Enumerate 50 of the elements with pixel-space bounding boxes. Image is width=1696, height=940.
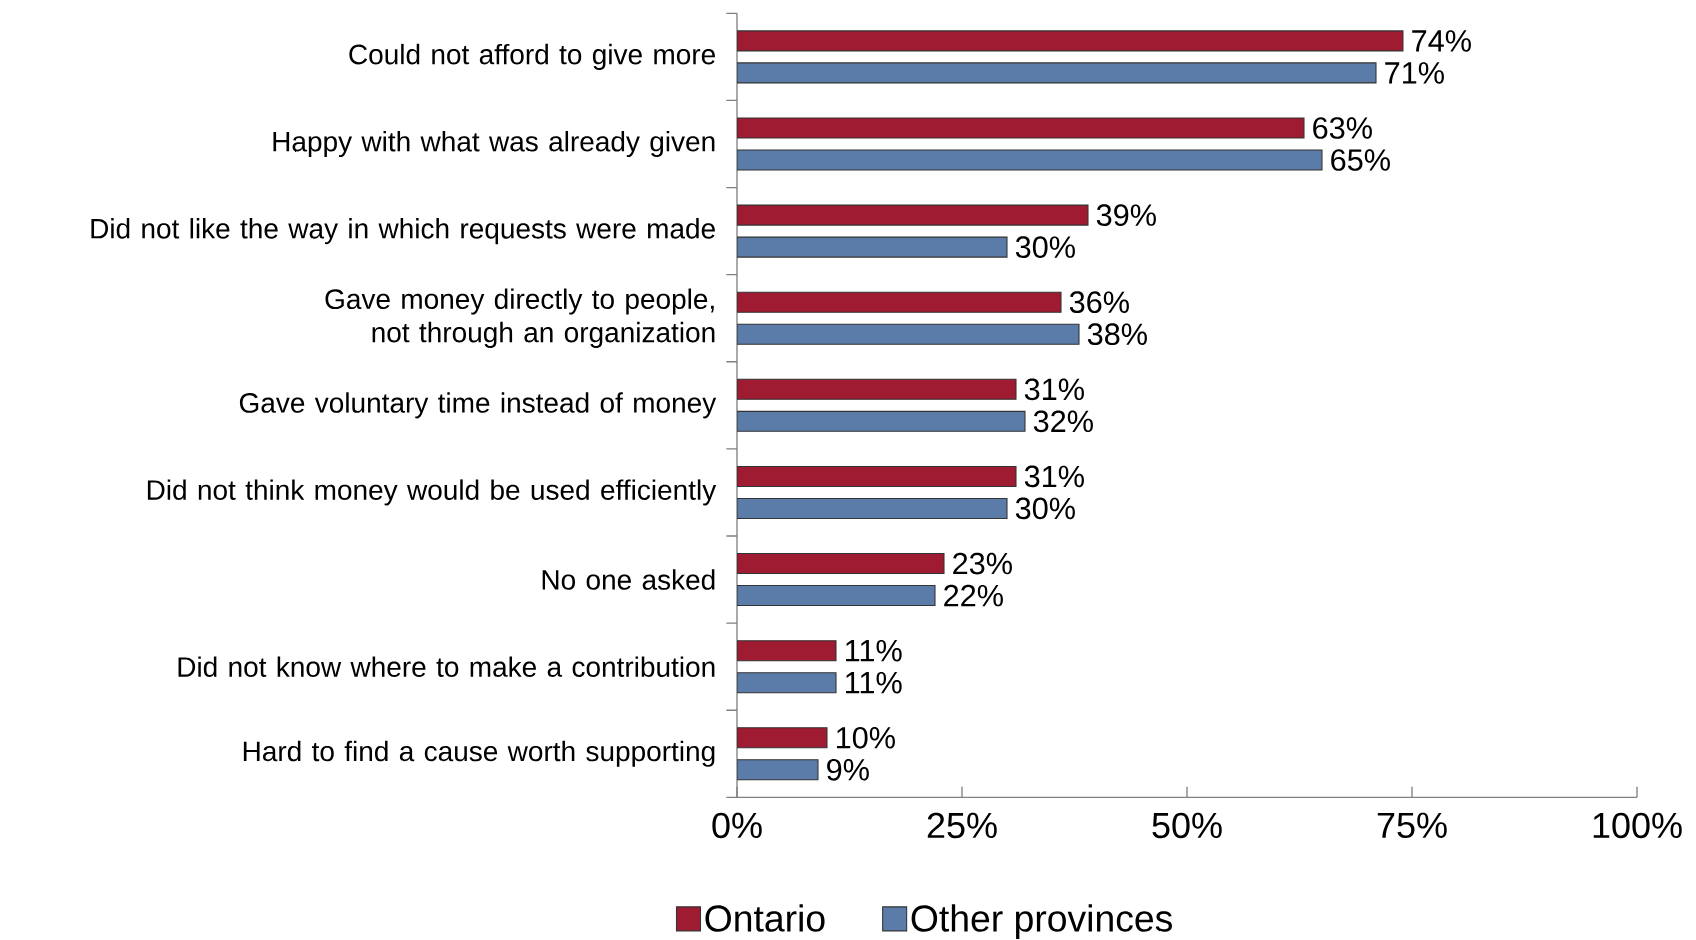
- data-label: 74%: [1412, 30, 1471, 52]
- bar: [737, 585, 936, 607]
- bar: [737, 62, 1377, 84]
- data-label: 38%: [1087, 323, 1147, 346]
- bar: [737, 291, 1062, 313]
- data-label: 9%: [827, 758, 869, 781]
- legend-label: Other provinces: [911, 904, 1172, 940]
- bar: [737, 117, 1305, 139]
- bar: [737, 672, 837, 694]
- data-label: 10%: [836, 726, 895, 749]
- data-label: 22%: [944, 584, 1003, 607]
- data-label: 31%: [1024, 378, 1084, 401]
- data-label: 31%: [1024, 465, 1084, 488]
- data-label: 65%: [1331, 149, 1390, 171]
- bar: [737, 497, 1008, 519]
- x-tick-label: 75%: [1377, 812, 1447, 839]
- y-tick-label: No one asked: [542, 569, 715, 590]
- x-tick-label: 0%: [712, 812, 762, 839]
- y-tick-label: Could not afford to give more: [349, 43, 715, 70]
- x-tick-label: 100%: [1593, 812, 1682, 839]
- bar: [737, 465, 1017, 487]
- bar: [737, 378, 1017, 400]
- x-tick-label: 50%: [1152, 812, 1222, 839]
- bar: [737, 553, 945, 575]
- y-tick-label: Happy with what was already given: [273, 130, 715, 158]
- data-label: 71%: [1385, 62, 1444, 84]
- y-tick-label: Hard to find a cause worth supporting: [243, 740, 715, 767]
- data-label: 11%: [845, 639, 902, 662]
- y-tick-label: Did not think money would be used efficiently: [147, 479, 717, 506]
- data-label: 23%: [953, 552, 1012, 575]
- data-label: 39%: [1096, 204, 1156, 226]
- data-label: 30%: [1015, 236, 1075, 258]
- bar: [737, 759, 819, 781]
- data-label: 63%: [1313, 117, 1372, 139]
- y-tick-label: Did not like the way in which requests were made: [91, 218, 715, 245]
- bar: [737, 323, 1080, 345]
- data-label: 32%: [1033, 410, 1093, 433]
- bar: [737, 727, 828, 749]
- x-tick-label: 25%: [927, 812, 997, 839]
- bar: [737, 149, 1323, 171]
- y-tick-label: Did not know where to make a contribution: [178, 656, 715, 677]
- data-label: 36%: [1069, 291, 1129, 314]
- bar: [737, 410, 1026, 432]
- bar: [737, 30, 1404, 52]
- bar: [737, 640, 837, 662]
- data-label: 30%: [1015, 497, 1075, 520]
- data-label: 11%: [845, 671, 902, 694]
- legend-label: Ontario: [705, 904, 825, 932]
- y-tick-label: Gave voluntary time instead of money: [239, 392, 717, 419]
- y-tick-label: Gave money directly to people, not through an organization: [325, 288, 715, 348]
